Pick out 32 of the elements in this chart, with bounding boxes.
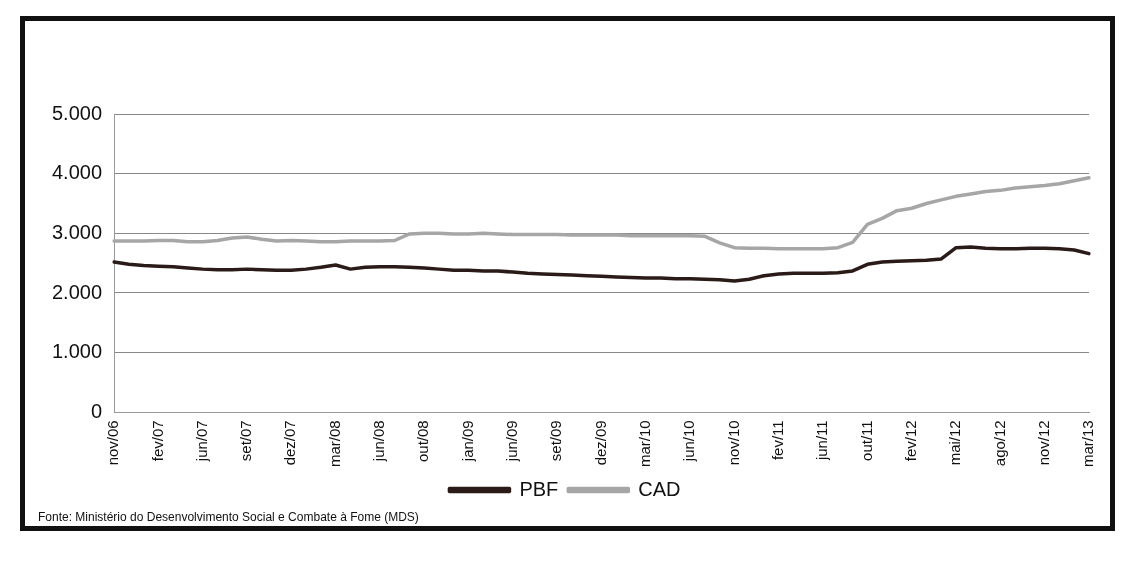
- x-tick-label: jan/09: [458, 420, 476, 463]
- y-tick-label: 1.000: [51, 340, 103, 363]
- y-tick-label: 2.000: [51, 280, 103, 303]
- x-tick-label: jun/10: [680, 420, 698, 463]
- x-tick-label: out/11: [857, 420, 875, 461]
- y-tick-label: 5.000: [51, 101, 103, 124]
- x-tick-label: fev/12: [901, 420, 919, 462]
- y-tick-label: 0: [90, 399, 103, 422]
- y-tick-label: 4.000: [51, 161, 103, 184]
- x-tick-label: set/07: [237, 420, 255, 462]
- x-tick-label: nov/10: [724, 420, 742, 466]
- x-tick-label: fev/07: [148, 420, 166, 462]
- x-tick-label: set/09: [547, 420, 565, 462]
- x-tick-label: jun/11: [813, 420, 831, 462]
- x-tick-label: dez/07: [281, 420, 299, 466]
- legend-label: CAD: [638, 477, 681, 500]
- source-note: Fonte: Ministério do Desenvolvimento Social e Combate à Fome (MDS): [38, 510, 419, 524]
- x-tick-label: ago/12: [990, 420, 1008, 467]
- x-tick-label: dez/09: [591, 420, 609, 466]
- x-tick-label: out/08: [414, 420, 432, 463]
- x-tick-label: nov/12: [1034, 420, 1052, 466]
- x-tick-label: jun/09: [503, 420, 521, 463]
- x-tick-label: fev/11: [768, 420, 786, 461]
- x-tick-label: mai/12: [946, 420, 964, 466]
- y-tick-label: 3.000: [51, 220, 103, 243]
- x-tick-label: jun/08: [370, 420, 388, 463]
- legend-label: PBF: [519, 477, 559, 500]
- x-tick-label: nov/06: [104, 420, 122, 466]
- x-tick-label: mar/10: [635, 420, 653, 467]
- x-tick-label: mar/13: [1079, 420, 1097, 467]
- x-tick-label: mar/08: [325, 420, 343, 467]
- x-tick-label: jun/07: [192, 420, 210, 463]
